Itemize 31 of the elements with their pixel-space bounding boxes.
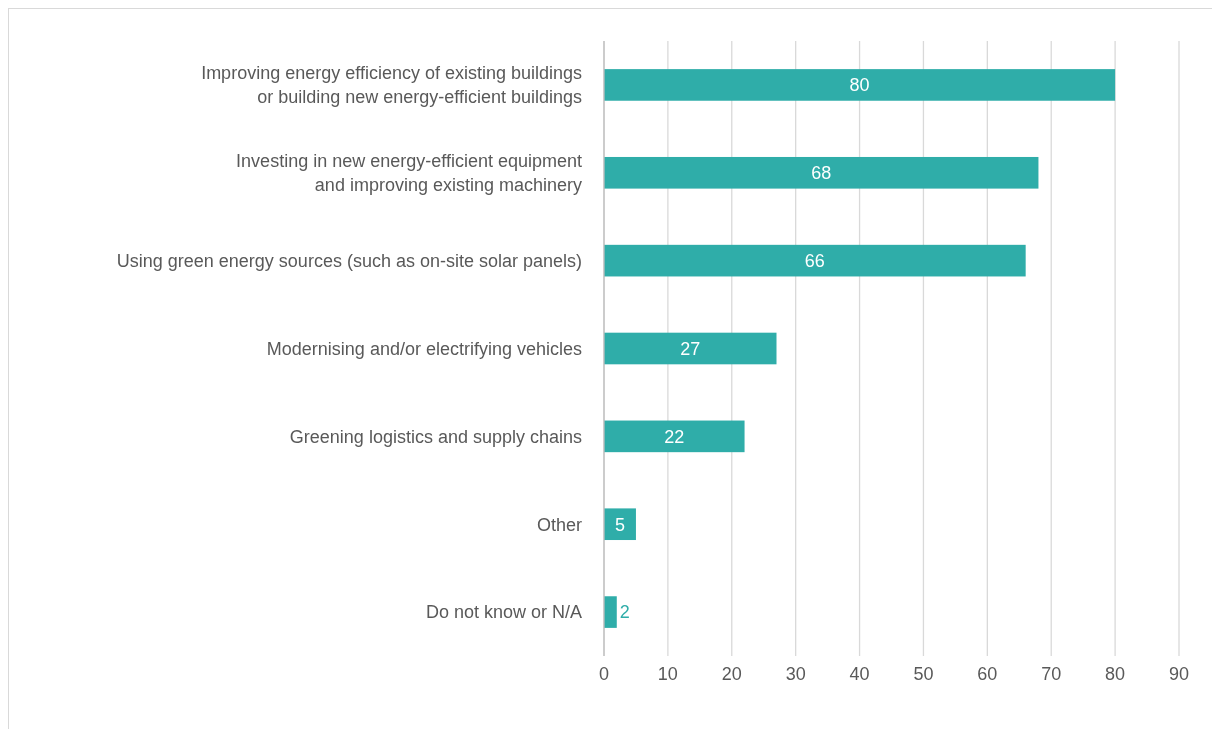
- data-label: 22: [664, 426, 685, 447]
- bar: [604, 156, 1039, 189]
- x-tick-label: 30: [785, 664, 806, 684]
- x-tick-label: 20: [721, 664, 742, 684]
- x-tick-label: 40: [849, 664, 870, 684]
- y-tick-label: Using green energy sources (such as on-site solar panels): [116, 250, 582, 271]
- bar: [604, 508, 636, 541]
- data-label: 27: [680, 338, 701, 359]
- x-tick-label: 80: [1105, 664, 1126, 684]
- data-label: 2: [619, 602, 630, 623]
- bar: [604, 332, 777, 365]
- x-tick-label: 10: [657, 664, 678, 684]
- y-tick-label: Investing in new energy-efficient equipment and improving existing machinery: [236, 151, 582, 196]
- bar: [604, 420, 745, 453]
- y-tick-label: Other: [536, 514, 582, 535]
- bar: [604, 69, 1116, 101]
- bar: [604, 244, 1026, 277]
- x-tick-label: 60: [977, 664, 998, 684]
- x-tick-label: 90: [1168, 664, 1190, 684]
- y-tick-label: Improving energy efficiency of existing buildings or building new energy-efficient buildings: [201, 63, 582, 108]
- y-tick-label: Modernising and/or electrifying vehicles: [266, 338, 582, 359]
- data-label: 80: [849, 75, 870, 96]
- x-tick-label: 50: [913, 664, 934, 684]
- y-tick-label: Greening logistics and supply chains: [289, 426, 582, 447]
- x-tick-label: 0: [598, 664, 610, 684]
- data-label: 5: [614, 514, 625, 535]
- bar: [604, 596, 617, 628]
- data-label: 68: [811, 163, 832, 184]
- y-tick-label: Do not know or N/A: [425, 602, 582, 623]
- data-label: 66: [804, 250, 825, 271]
- x-tick-label: 70: [1041, 664, 1062, 684]
